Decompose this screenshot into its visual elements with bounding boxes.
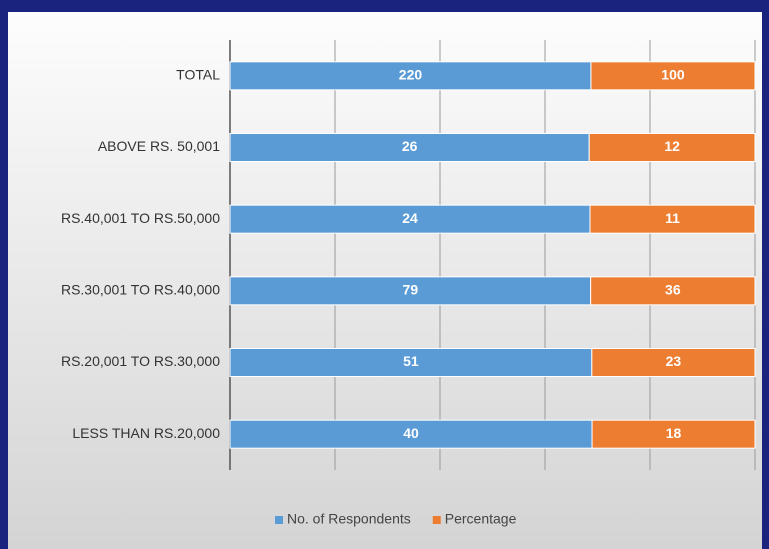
y-tick-label: RS.40,001 TO RS.50,000 [61,210,220,226]
legend-swatch [432,516,441,524]
legend-swatch [275,516,283,524]
bar-segment [590,276,756,306]
bar-segment [229,348,593,377]
bar-segment [590,61,756,91]
bar-segment [591,348,756,377]
data-label: 24 [402,210,418,226]
data-label: 36 [665,282,681,298]
bar-segment [591,419,756,449]
bar-segment [588,133,756,162]
y-tick-label: ABOVE RS. 50,001 [98,138,220,154]
bar-segment [229,133,590,162]
bar-segment [229,276,592,306]
bar-segment [589,204,756,234]
legend-label: Percentage [445,511,517,527]
y-tick-label: RS.20,001 TO RS.30,000 [61,353,220,369]
data-label: 12 [664,138,680,154]
y-tick-label: LESS THAN RS.20,000 [72,425,220,441]
data-label: 220 [399,67,423,83]
data-label: 100 [661,67,685,83]
data-label: 79 [403,282,419,298]
data-label: 40 [403,425,419,441]
data-label: 23 [666,353,682,369]
y-tick-label: RS.30,001 TO RS.40,000 [61,282,220,298]
data-label: 51 [403,353,419,369]
bar-segment [229,419,593,449]
data-label: 18 [666,425,682,441]
data-label: 11 [665,210,680,226]
bar-segment [229,204,591,234]
y-tick-label: TOTAL [176,67,220,83]
data-label: 26 [402,138,418,154]
legend-label: No. of Respondents [287,511,411,527]
